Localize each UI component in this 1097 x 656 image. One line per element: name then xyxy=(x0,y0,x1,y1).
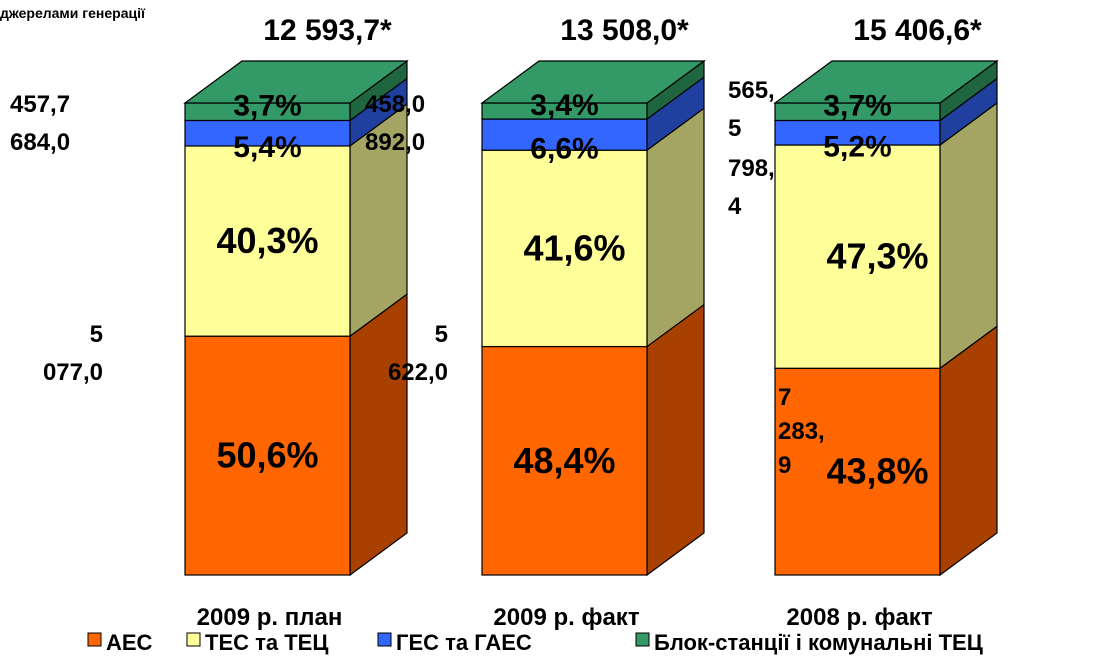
legend: АЕС ТЕС та ТЕЦ ГЕС та ГАЕС Блок-станції і к… xyxy=(87,630,983,655)
value-label: 565, xyxy=(728,77,775,104)
x-tick-label: 2008 р. факт xyxy=(786,604,932,631)
percent-label: 5,2% xyxy=(823,131,891,164)
bar-segment-side xyxy=(939,325,998,577)
value-label: 892,0 xyxy=(365,129,425,156)
bar-group xyxy=(480,59,706,577)
bar-segment-side xyxy=(939,101,998,370)
legend-item: АЕС xyxy=(87,630,153,655)
percent-label: 40,3% xyxy=(216,220,318,261)
bar-segment xyxy=(774,367,941,576)
bar-segment xyxy=(184,335,351,576)
value-label: 7 xyxy=(778,384,791,411)
bar-top-face xyxy=(773,60,999,104)
value-label: 4 xyxy=(728,193,742,220)
bar-segment xyxy=(184,145,351,337)
x-tick-label: 2009 р. факт xyxy=(493,604,639,631)
labels-layer: 50,6% 40,3% 5,4% 3,7% 2009 р. план 12 593,7* 4… xyxy=(10,14,982,631)
bar-segment-side xyxy=(349,292,408,577)
value-label: 5 xyxy=(435,321,448,348)
percent-label: 48,4% xyxy=(513,440,615,481)
x-tick-label: 2009 р. план xyxy=(197,604,343,631)
value-label: 458,0 xyxy=(365,91,425,118)
bar-segment xyxy=(184,119,351,147)
value-label: 5 xyxy=(728,115,741,142)
legend-label: ГЕС та ГАЕС xyxy=(396,630,532,655)
bar-group xyxy=(183,59,409,577)
value-label: 684,0 xyxy=(10,129,70,156)
total-label: 13 508,0* xyxy=(560,14,689,47)
percent-label: 3,4% xyxy=(530,89,598,122)
value-label: 457,7 xyxy=(10,91,70,118)
value-label: 798, xyxy=(728,155,775,182)
value-label: 5 xyxy=(90,321,103,348)
legend-item: ГЕС та ГАЕС xyxy=(377,630,532,655)
percent-label: 47,3% xyxy=(826,236,928,277)
legend-label: АЕС xyxy=(106,630,153,655)
percent-label: 41,6% xyxy=(523,227,625,268)
legend-swatch xyxy=(635,632,650,647)
chart-title: джерелами генерації xyxy=(0,5,146,21)
bar-segment xyxy=(481,345,648,576)
legend-label: Блок-станції і комунальні ТЕЦ xyxy=(654,630,983,655)
percent-label: 3,7% xyxy=(233,90,301,123)
bar-group xyxy=(773,59,999,577)
bar-segment xyxy=(774,144,941,369)
bar-segment xyxy=(481,118,648,151)
percent-label: 50,6% xyxy=(216,435,318,476)
bar-top-face xyxy=(480,60,706,104)
bar-top-face xyxy=(183,60,409,104)
value-label: 9 xyxy=(778,452,791,479)
legend-item: ТЕС та ТЕЦ xyxy=(186,630,328,655)
legend-swatch xyxy=(377,632,392,647)
legend-item: Блок-станції і комунальні ТЕЦ xyxy=(635,630,983,655)
value-label: 283, xyxy=(778,418,825,445)
total-label: 15 406,6* xyxy=(853,14,982,47)
percent-label: 43,8% xyxy=(826,451,928,492)
percent-label: 6,6% xyxy=(530,133,598,166)
bar-segment-side xyxy=(646,303,705,577)
legend-swatch xyxy=(87,632,102,647)
value-label: 077,0 xyxy=(43,359,103,386)
legend-label: ТЕС та ТЕЦ xyxy=(205,630,328,655)
bar-segment xyxy=(481,149,648,348)
bar-segment xyxy=(774,119,941,146)
percent-label: 3,7% xyxy=(823,90,891,123)
total-label: 12 593,7* xyxy=(263,14,392,47)
percent-label: 5,4% xyxy=(233,131,301,164)
bars-layer xyxy=(183,59,999,577)
legend-swatch xyxy=(186,632,201,647)
value-label: 622,0 xyxy=(388,359,448,386)
